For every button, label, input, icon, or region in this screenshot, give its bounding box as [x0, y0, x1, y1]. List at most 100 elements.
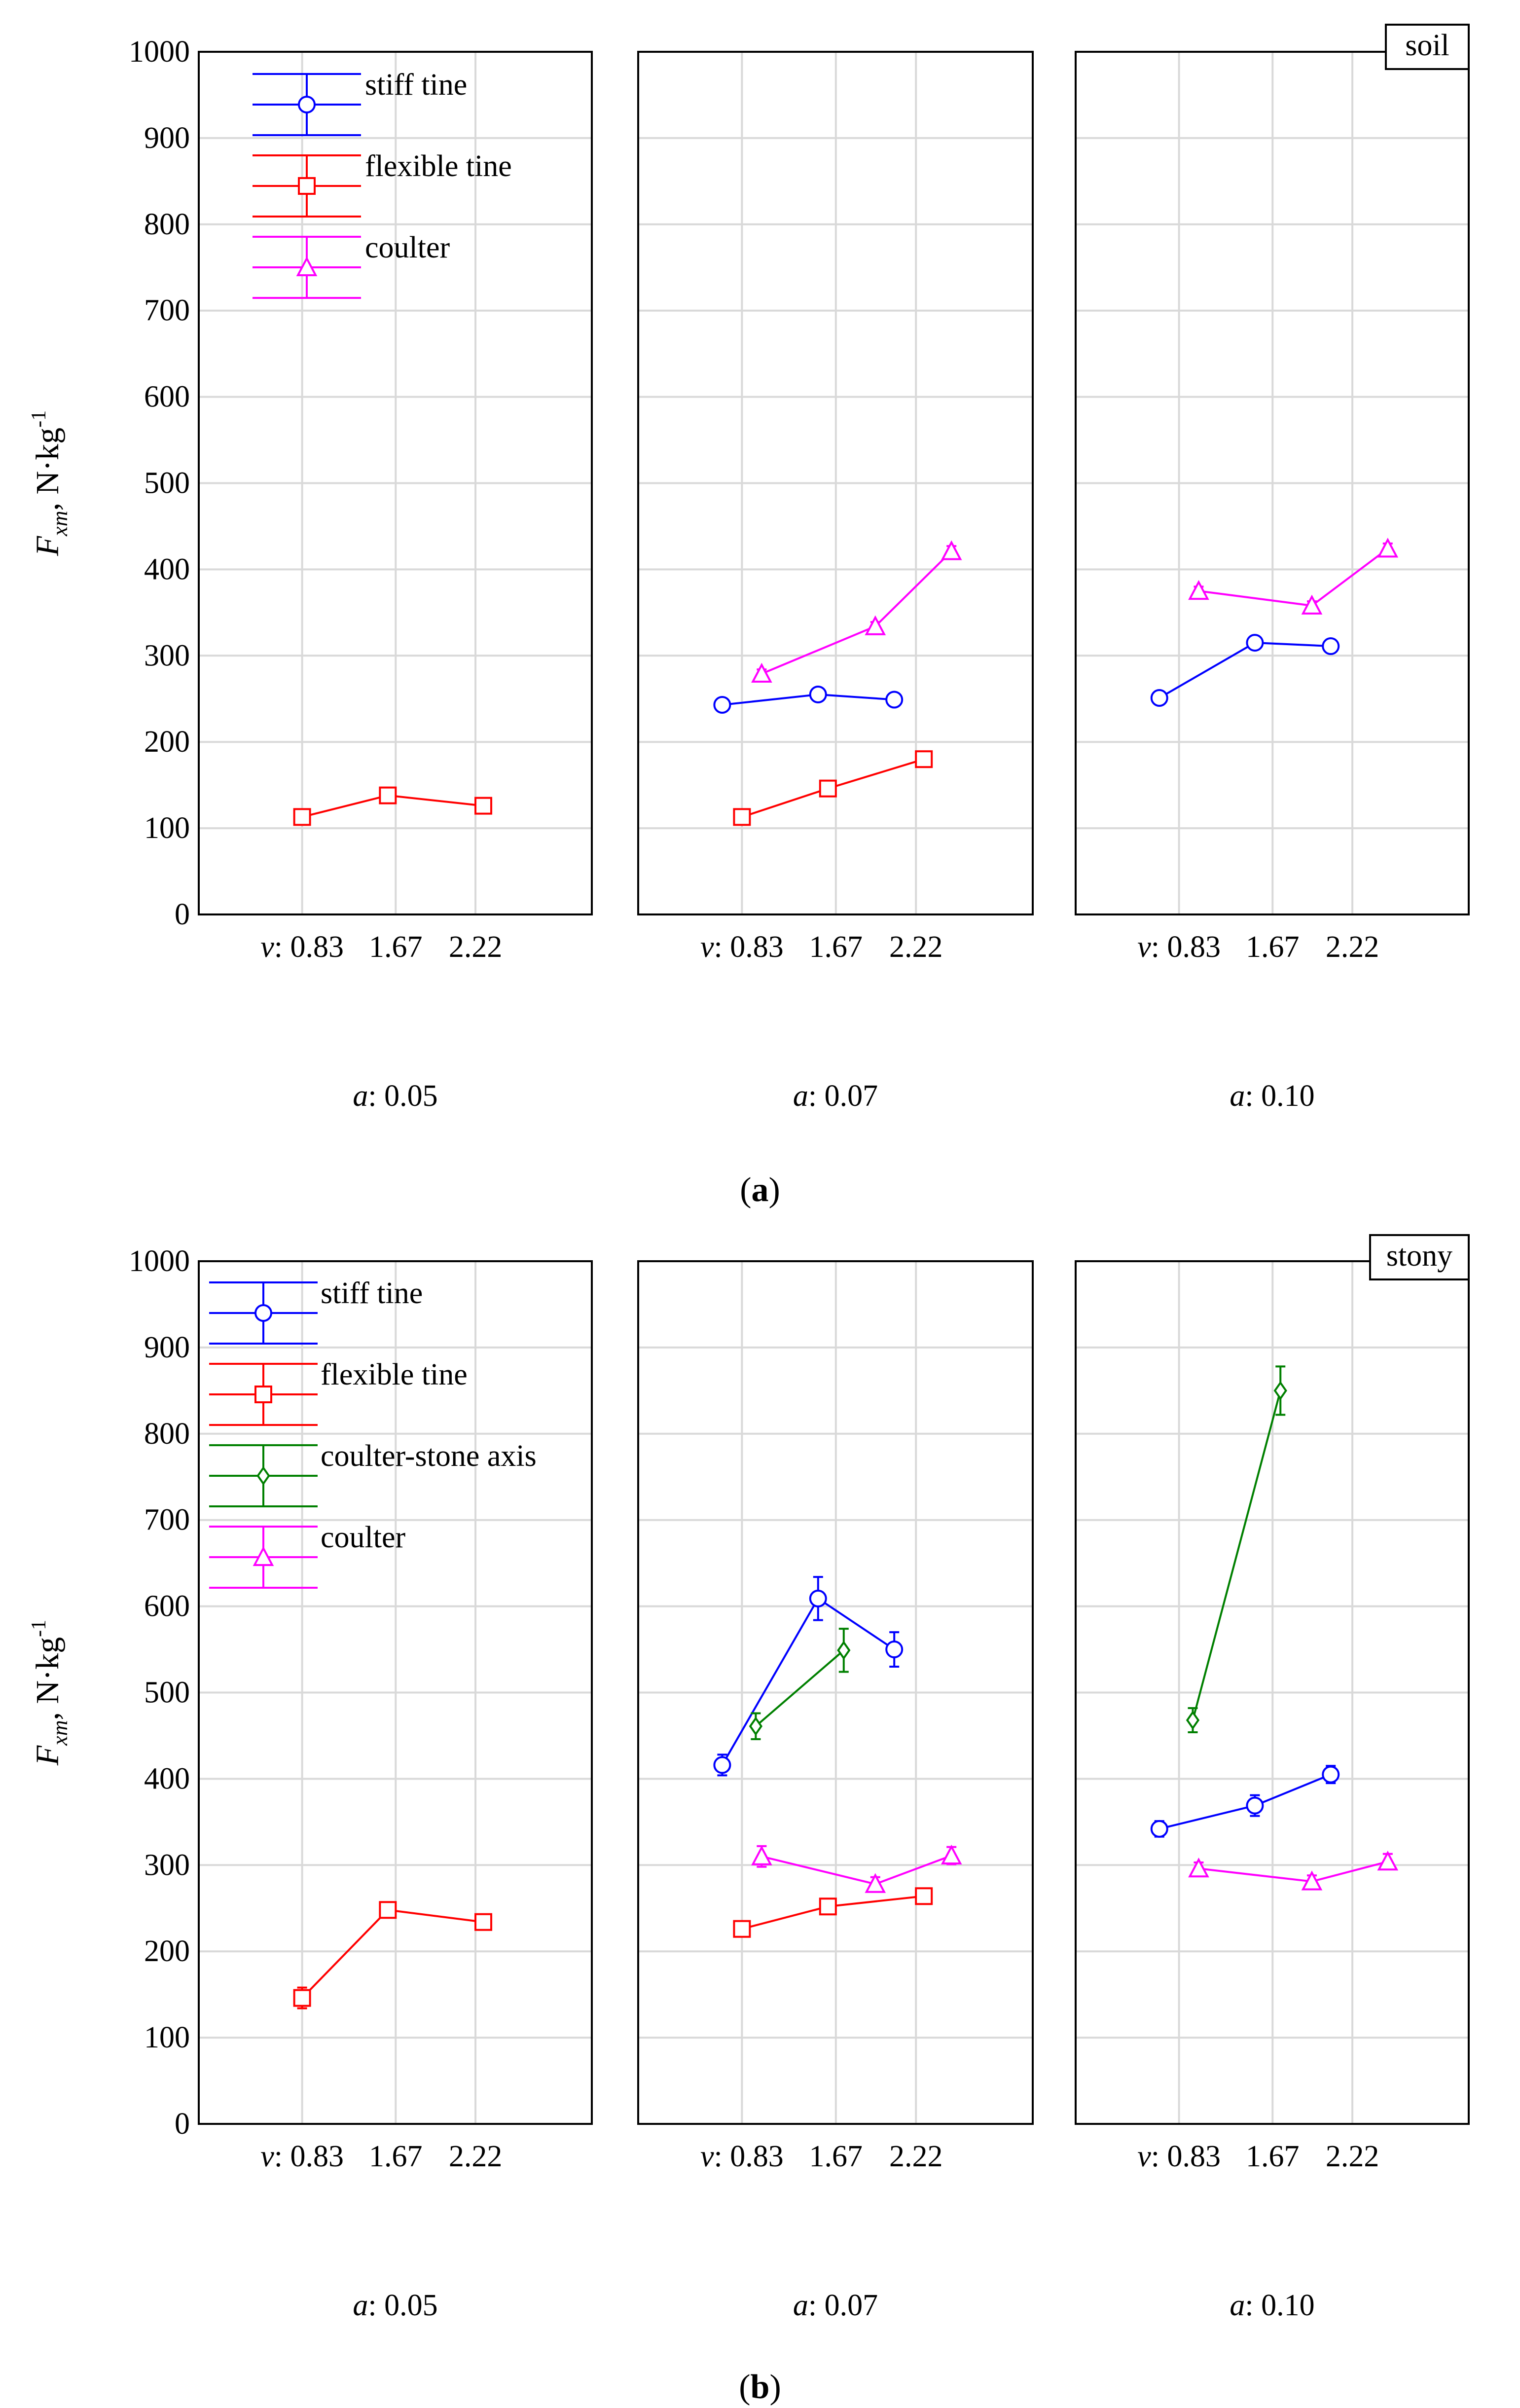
y-tick-label: 300: [144, 1848, 190, 1882]
panel-title-part-0: a: [793, 2289, 808, 2322]
legend-label: flexible tine: [321, 1358, 468, 1391]
y-axis-label: Fxm, N·kg-1: [28, 1620, 72, 1766]
x-tick-label-part-0: v: [700, 930, 714, 964]
legend-entry: flexible tine: [253, 149, 512, 218]
x-tick-label: 1.67: [809, 2140, 863, 2173]
x-tick-label-part-0: v: [260, 930, 274, 964]
y-tick-label: 0: [175, 2107, 190, 2141]
x-tick-label-part-1: : 0.83: [714, 930, 784, 964]
y-tick-label: 800: [144, 208, 190, 241]
data-point: [1150, 689, 1168, 707]
data-point: [809, 686, 827, 704]
panel-title: a: 0.05: [353, 2289, 437, 2322]
legend-label: stiff tine: [321, 1277, 423, 1310]
legend-marker: [298, 177, 316, 195]
y-axis-label-text: Fxm, N·kg-1: [28, 1620, 72, 1766]
x-tick-label-part-0: 1.67: [809, 2140, 863, 2173]
legend-entry: coulter: [253, 231, 450, 299]
y-tick-label: 800: [144, 1417, 190, 1451]
series-line: [1158, 642, 1331, 699]
data-point: [713, 695, 731, 714]
x-tick-label-part-0: v: [700, 2140, 714, 2173]
x-tick-label: v: 0.83: [1137, 2140, 1221, 2173]
figure-caption-part-1: b: [751, 2368, 770, 2406]
panel-title: a: 0.07: [793, 2289, 878, 2322]
data-point: [941, 540, 962, 560]
series-coulter-stone-axis: [1186, 1365, 1287, 1733]
legend-marker: [254, 1304, 272, 1322]
corner-tag-label: stony: [1386, 1239, 1452, 1273]
data-point: [915, 750, 933, 768]
series-stiff-tine: [713, 1576, 904, 1777]
y-tick-label: 0: [175, 898, 190, 931]
data-point: [885, 1641, 904, 1659]
panel-frame: [1075, 51, 1470, 915]
data-point: [751, 1845, 772, 1865]
legend: stiff tine flexible tine coulter: [253, 68, 512, 299]
legend-marker: [253, 1546, 274, 1566]
panel-title: a: 0.10: [1230, 2289, 1314, 2322]
legend-marker: [296, 256, 318, 276]
x-tick-label: 2.22: [889, 930, 943, 964]
data-point: [1246, 1796, 1264, 1815]
series-line: [1159, 1773, 1332, 1830]
x-tick-label: v: 0.83: [260, 2140, 344, 2173]
x-tick-label: 2.22: [1326, 930, 1379, 964]
x-tick-label-part-0: 1.67: [369, 930, 423, 964]
data-point: [819, 779, 837, 798]
panel-title-part-1: : 0.10: [1245, 2289, 1314, 2322]
y-axis-label-text-part-2: , N·kg: [30, 1637, 66, 1720]
legend-entry: flexible tine: [209, 1358, 468, 1426]
corner-tag-box: [1385, 24, 1470, 70]
chart-b: 0 100 200 300 400 500 600 700 800 900 1000 Fxm, N·k…: [28, 1234, 1470, 2406]
x-tick-label-part-0: 2.22: [449, 930, 503, 964]
series-coulter-stone-axis: [749, 1628, 851, 1740]
panel-frame: [637, 1260, 1034, 2125]
legend-label: coulter: [321, 1521, 405, 1554]
x-tick-label-part-0: 1.67: [1246, 2140, 1300, 2173]
y-tick-label: 700: [144, 1503, 190, 1537]
data-point: [1301, 1870, 1323, 1891]
corner-tag-box: [1369, 1234, 1470, 1280]
panel-title-part-1: : 0.10: [1245, 1079, 1314, 1113]
x-tick-label-part-1: : 0.83: [274, 930, 344, 964]
x-tick-label: v: 0.83: [1137, 930, 1221, 964]
legend-label: coulter: [365, 231, 450, 264]
panel-b-3: v: 0.83 1.67 2.22 a: 0.10: [1075, 1260, 1470, 2322]
legend-marker: [254, 1386, 272, 1403]
figure-caption-part-0: (: [740, 1171, 751, 1209]
panel-a-2: v: 0.83 1.67 2.22 a: 0.07: [637, 51, 1034, 1113]
y-axis-label-text-part-1: xm: [48, 511, 72, 537]
data-point: [379, 1901, 397, 1919]
y-tick-label: 200: [144, 1934, 190, 1968]
x-tick-label-part-1: : 0.83: [274, 2140, 344, 2173]
data-point: [1377, 1851, 1399, 1871]
y-tick-label: 700: [144, 294, 190, 328]
corner-tag-label: soil: [1405, 29, 1449, 62]
series-stiff-tine: [1150, 1765, 1340, 1838]
x-tick-label: 1.67: [1246, 930, 1300, 964]
series-line: [1192, 1390, 1282, 1720]
x-tick-label-part-0: 2.22: [1326, 930, 1379, 964]
panel-title-part-0: a: [353, 2289, 368, 2322]
y-tick-label: 200: [144, 725, 190, 759]
y-axis-label: Fxm, N·kg-1: [28, 410, 72, 556]
x-tick-label-part-0: 2.22: [449, 2140, 503, 2173]
series-line: [1198, 547, 1389, 607]
figure-caption-part-1: a: [752, 1171, 769, 1209]
panel-title: a: 0.10: [1230, 1079, 1314, 1113]
panel-title-part-1: : 0.07: [808, 2289, 878, 2322]
x-tick-label-part-0: 2.22: [889, 2140, 943, 2173]
data-point: [1273, 1381, 1287, 1400]
legend-entry: coulter-stone axis: [209, 1439, 537, 1507]
data-point: [1188, 580, 1209, 600]
data-point: [1322, 637, 1340, 656]
panel-frame: [198, 1260, 593, 2125]
legend-label: flexible tine: [365, 149, 512, 183]
y-tick-label: 100: [144, 2021, 190, 2054]
series-stiff-tine: [713, 686, 904, 714]
x-tick-label-part-1: : 0.83: [1151, 2140, 1221, 2173]
series-stiff-tine: [1150, 634, 1340, 707]
series-flexible-tine: [733, 750, 933, 826]
series-coulter: [751, 1844, 962, 1893]
